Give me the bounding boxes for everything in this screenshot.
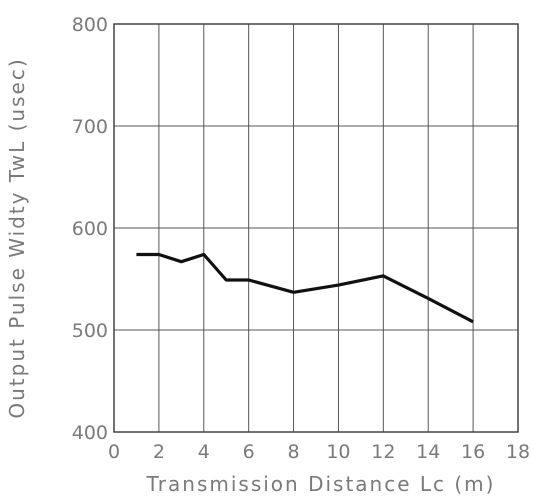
y-tick-label: 600	[72, 218, 108, 240]
x-axis-label: Transmission Distance Lc (m)	[146, 472, 496, 496]
y-tick-label: 800	[72, 14, 108, 36]
series-layer	[136, 252, 474, 324]
x-tick-label: 18	[506, 441, 530, 463]
x-tick-label: 2	[153, 441, 165, 463]
x-tick-label: 14	[416, 441, 440, 463]
y-tick-labels: 400 500 600 700 800	[72, 14, 108, 444]
grid-lines	[113, 23, 519, 433]
x-tick-label: 0	[108, 441, 120, 463]
x-tick-label: 6	[243, 441, 255, 463]
series-line	[136, 252, 474, 324]
x-tick-label: 8	[288, 441, 300, 463]
y-tick-label: 400	[72, 422, 108, 444]
x-tick-label: 16	[461, 441, 485, 463]
y-axis-label: Output Pulse Widty TwL (usec)	[5, 57, 29, 418]
x-tick-label: 4	[198, 441, 210, 463]
y-tick-label: 700	[72, 116, 108, 138]
x-tick-label: 12	[371, 441, 395, 463]
y-tick-label: 500	[72, 320, 108, 342]
x-tick-label: 10	[326, 441, 350, 463]
x-tick-labels: 0 2 4 6 8 10 12 14 16 18	[108, 441, 530, 463]
plot-frame	[113, 23, 519, 433]
